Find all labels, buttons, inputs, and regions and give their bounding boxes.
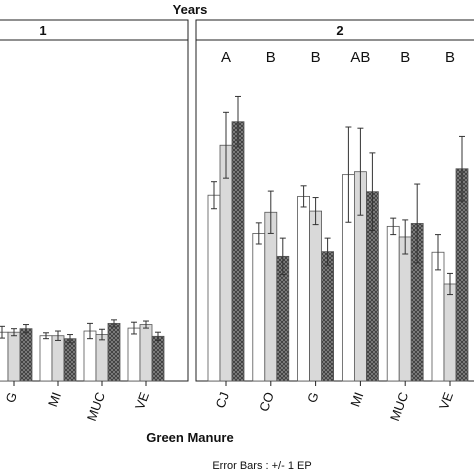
bar-p2-cj-s1 — [207, 194, 221, 382]
x-tick-label-p1-muc: MUC — [84, 390, 108, 423]
footnote: Error Bars : +/- 1 EP — [212, 460, 311, 472]
bar-p1-mi-s1 — [39, 335, 53, 382]
significance-letter-muc: B — [400, 49, 410, 66]
bar-p2-cj-s2 — [219, 144, 233, 382]
significance-letter-g: B — [311, 49, 321, 66]
x-tick-label-p2-co: CO — [256, 390, 277, 413]
bar-p1-g-s3 — [19, 328, 33, 382]
bar-p2-cj-s3 — [231, 121, 245, 382]
bar-p2-muc-s1 — [386, 225, 400, 382]
bar-p2-g-s2 — [309, 210, 323, 382]
x-tick-label-p1-mi: MI — [45, 390, 64, 409]
bar-p1-muc-s2 — [95, 334, 109, 382]
bar-p2-muc-s2 — [398, 236, 412, 382]
bar-p1-g-s2 — [7, 331, 21, 382]
x-tick-label-p2-muc: MUC — [387, 390, 411, 423]
x-axis-title: Green Manure — [146, 430, 233, 445]
bar-p1-muc-s3 — [107, 322, 121, 382]
bar-p2-ve-s1 — [431, 251, 445, 382]
x-tick-label-p2-cj: CJ — [213, 390, 233, 410]
panel-2-frame — [195, 39, 474, 382]
bar-p1-ve-s2 — [139, 324, 153, 382]
significance-letter-mi: AB — [350, 49, 370, 66]
significance-letter-ve: B — [445, 49, 455, 66]
x-tick-label-p2-mi: MI — [347, 390, 366, 409]
bar-p1-ve-s1 — [127, 327, 141, 382]
bar-p2-g-s1 — [297, 195, 311, 382]
panel-2-label: 2 — [336, 23, 343, 38]
x-tick-label-p1-g: G — [2, 390, 20, 405]
significance-letter-co: B — [266, 49, 276, 66]
bar-p1-mi-s3 — [63, 338, 77, 382]
panel-2-header — [195, 19, 474, 41]
top-title: Years — [173, 2, 208, 17]
bar-p2-g-s3 — [321, 251, 335, 382]
x-tick-label-p2-ve: VE — [436, 390, 456, 412]
panel-1-label: 1 — [39, 23, 46, 38]
bar-p1-g-s1 — [0, 331, 9, 382]
bar-p2-co-s1 — [252, 233, 266, 382]
bar-p1-mi-s2 — [51, 335, 65, 382]
bar-p2-co-s2 — [264, 211, 278, 382]
panel-1-header — [0, 19, 189, 41]
bar-p1-ve-s3 — [151, 335, 165, 382]
x-tick-label-p1-ve: VE — [132, 390, 152, 412]
x-tick-label-p2-g: G — [304, 390, 322, 405]
significance-letter-cj: A — [221, 49, 231, 66]
bar-p2-ve-s2 — [443, 283, 457, 382]
